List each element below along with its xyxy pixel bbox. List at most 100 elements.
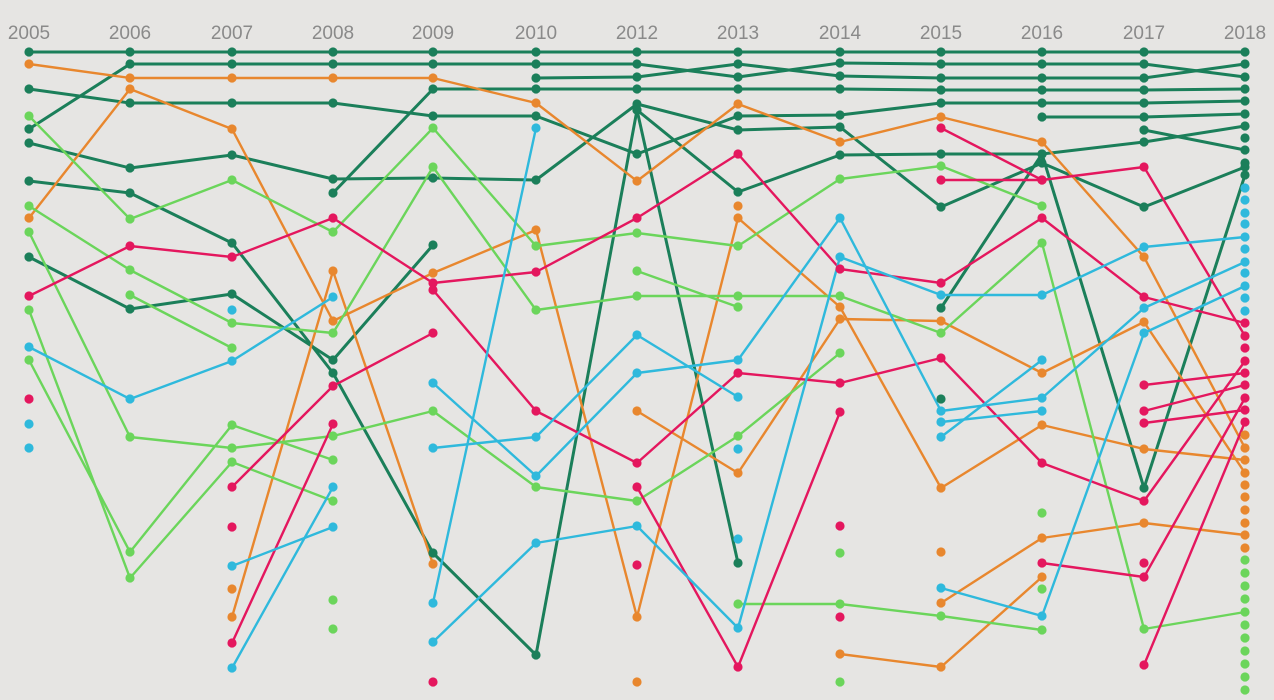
data-point-lightgreen	[227, 443, 237, 453]
series-line-pink	[1142, 383, 1247, 413]
data-point-lightgreen	[227, 175, 237, 185]
data-point-lightgreen	[835, 174, 845, 184]
series-line-cyan	[939, 284, 1247, 618]
data-point-orange	[1240, 468, 1250, 478]
data-point-darkgreen	[936, 73, 946, 83]
data-point-lightgreen	[328, 455, 338, 465]
data-point-darkgreen	[632, 84, 642, 94]
data-point-pink	[835, 407, 845, 417]
year-label: 2018	[1224, 23, 1266, 44]
data-point-lightgreen	[227, 457, 237, 467]
data-point-pink	[1240, 368, 1250, 378]
data-point-cyan	[227, 305, 237, 315]
data-point-orange	[1240, 480, 1250, 490]
data-point-orange	[1139, 518, 1149, 528]
data-point-lightgreen	[1240, 633, 1250, 643]
data-point-pink	[1037, 458, 1047, 468]
year-label: 2015	[920, 23, 962, 44]
data-point-cyan	[328, 482, 338, 492]
data-point-darkgreen	[733, 59, 743, 69]
data-point-pink	[1037, 558, 1047, 568]
data-point-lightgreen	[733, 599, 743, 609]
data-point-pink	[227, 522, 237, 532]
data-point-lightgreen	[24, 355, 34, 365]
data-point-darkgreen	[328, 188, 338, 198]
data-point-lightgreen	[733, 291, 743, 301]
series-line-darkgreen	[534, 62, 1247, 80]
data-point-orange	[1240, 443, 1250, 453]
data-point-lightgreen	[1240, 594, 1250, 604]
data-point-darkgreen	[835, 58, 845, 68]
data-point-darkgreen	[227, 289, 237, 299]
data-point-orange	[835, 302, 845, 312]
data-point-darkgreen	[1139, 59, 1149, 69]
data-point-darkgreen	[632, 149, 642, 159]
series-line-darkgreen	[1142, 128, 1247, 152]
data-point-orange	[1139, 444, 1149, 454]
data-point-orange	[1139, 252, 1149, 262]
data-point-lightgreen	[1037, 584, 1047, 594]
data-point-cyan	[328, 292, 338, 302]
data-point-pink	[328, 213, 338, 223]
data-point-pink	[632, 482, 642, 492]
data-point-pink	[733, 149, 743, 159]
data-point-darkgreen	[531, 47, 541, 57]
data-point-lightgreen	[428, 406, 438, 416]
data-point-darkgreen	[835, 47, 845, 57]
data-point-pink	[24, 291, 34, 301]
data-point-pink	[1139, 418, 1149, 428]
data-point-pink	[1240, 405, 1250, 415]
data-point-cyan	[733, 534, 743, 544]
data-point-orange	[936, 316, 946, 326]
data-point-darkgreen	[1240, 72, 1250, 82]
data-point-darkgreen	[1240, 133, 1250, 143]
data-point-orange	[936, 547, 946, 557]
data-point-lightgreen	[125, 290, 135, 300]
data-point-darkgreen	[936, 303, 946, 313]
data-point-orange	[1037, 533, 1047, 543]
data-point-cyan	[936, 417, 946, 427]
data-point-darkgreen	[428, 548, 438, 558]
data-point-darkgreen	[1139, 137, 1149, 147]
data-point-cyan	[1037, 393, 1047, 403]
data-point-pink	[1240, 417, 1250, 427]
data-point-cyan	[632, 330, 642, 340]
data-point-lightgreen	[125, 432, 135, 442]
data-point-cyan	[835, 252, 845, 262]
data-point-pink	[1240, 318, 1250, 328]
data-point-pink	[1139, 292, 1149, 302]
data-point-lightgreen	[632, 291, 642, 301]
data-point-darkgreen	[24, 252, 34, 262]
data-point-darkgreen	[24, 176, 34, 186]
data-point-cyan	[1037, 611, 1047, 621]
data-point-orange	[125, 84, 135, 94]
series-line-pink	[1142, 420, 1247, 667]
data-point-orange	[632, 677, 642, 687]
data-point-cyan	[227, 663, 237, 673]
data-point-pink	[936, 353, 946, 363]
data-point-lightgreen	[227, 420, 237, 430]
data-point-darkgreen	[1240, 158, 1250, 168]
data-point-lightgreen	[835, 548, 845, 558]
data-point-cyan	[733, 355, 743, 365]
data-point-darkgreen	[733, 187, 743, 197]
data-point-lightgreen	[328, 496, 338, 506]
data-point-lightgreen	[835, 599, 845, 609]
data-point-cyan	[531, 123, 541, 133]
data-point-lightgreen	[835, 677, 845, 687]
series-line-cyan	[230, 525, 335, 568]
data-point-pink	[632, 560, 642, 570]
data-point-pink	[1240, 343, 1250, 353]
series-line-cyan	[230, 485, 335, 670]
data-point-cyan	[24, 342, 34, 352]
data-point-darkgreen	[328, 98, 338, 108]
data-point-darkgreen	[1240, 59, 1250, 69]
data-point-darkgreen	[1037, 112, 1047, 122]
data-point-darkgreen	[428, 111, 438, 121]
data-point-lightgreen	[1240, 685, 1250, 695]
data-point-cyan	[1240, 306, 1250, 316]
data-point-lightgreen	[1037, 238, 1047, 248]
data-point-cyan	[936, 406, 946, 416]
data-point-cyan	[1139, 242, 1149, 252]
